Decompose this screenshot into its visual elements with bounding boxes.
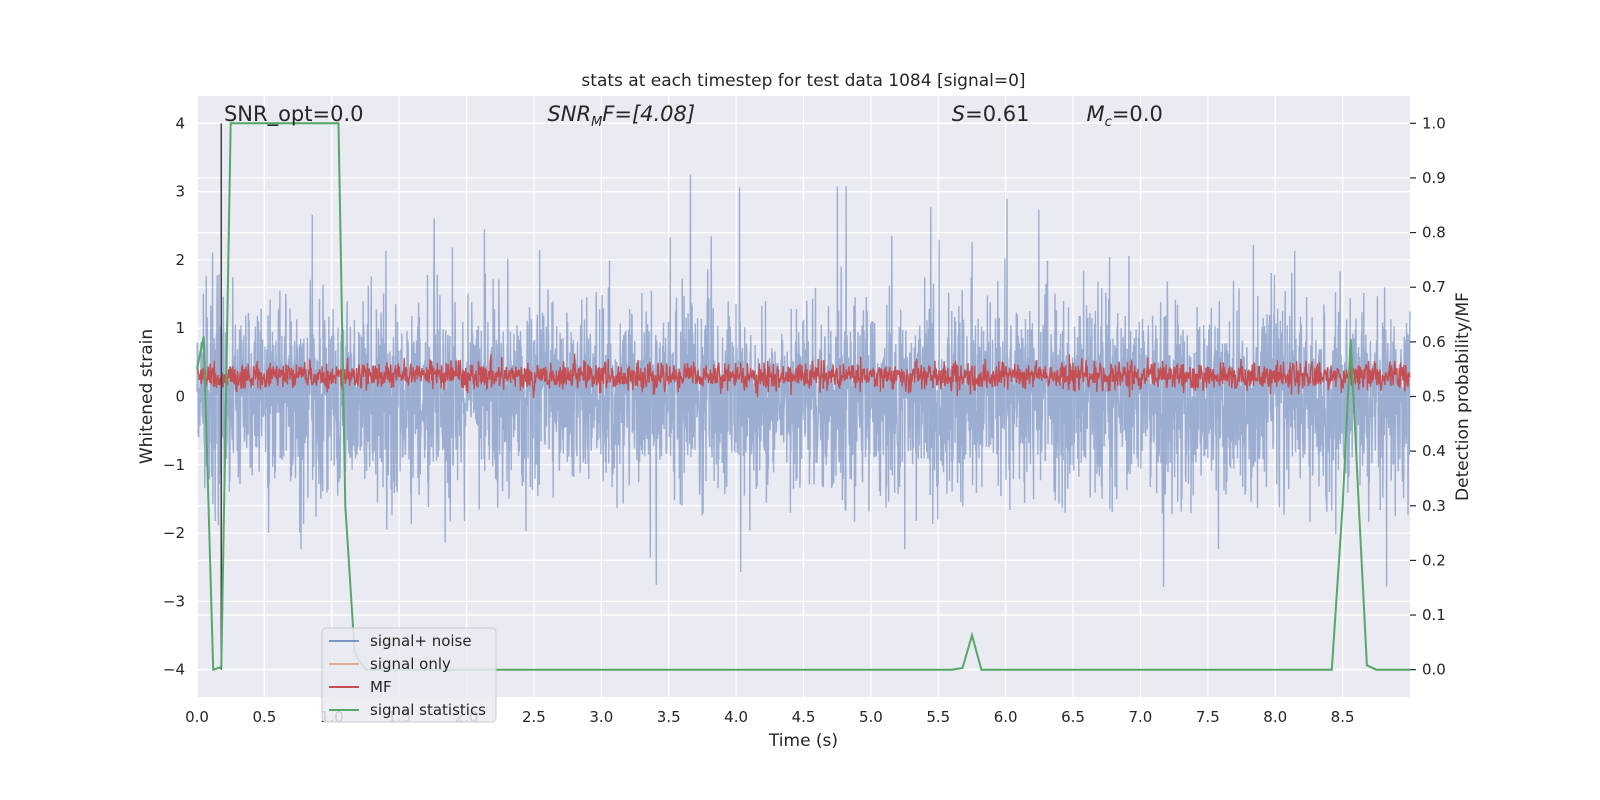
legend-label: signal statistics [370,701,486,719]
x-tick-label: 8.0 [1263,708,1287,726]
legend-label: signal only [370,655,451,673]
x-tick-label: 5.0 [859,708,883,726]
snr-mf-base: SNR [547,102,591,126]
mc-sub: c [1105,115,1112,130]
y-right-tick-label: 0.7 [1422,278,1446,296]
snr-mf-rest: F=[4.08] [602,102,695,126]
snr-opt-annotation: SNR_opt=0.0 [224,102,364,127]
mc-annotation: Mc=0.0 [1087,102,1163,130]
y-right-tick-label: 0.1 [1422,606,1446,624]
y-right-tick-label: 0.2 [1422,551,1446,569]
y-left-tick-label: 4 [175,114,185,132]
left-y-axis-ticks: −4 −3 −2 −1 0 1 2 3 4 [163,114,185,678]
x-tick-label: 8.5 [1331,708,1355,726]
right-y-axis-ticks: 0.0 0.1 0.2 0.3 0.4 0.5 0.6 0.7 0.8 0.9 1.0 [1410,114,1446,679]
snr-mf-sub: M [591,115,602,130]
y-left-tick-label: 1 [175,319,185,337]
s-annotation: S=0.61 [952,102,1030,126]
y-right-tick-label: 0.4 [1422,442,1446,460]
legend-label: signal+ noise [370,632,472,650]
annotations: SNR_opt=0.0 SNRMF=[4.08] S=0.61 Mc=0.0 [224,102,1163,130]
x-tick-label: 7.0 [1129,708,1153,726]
y-right-tick-label: 0.9 [1422,169,1446,187]
x-tick-label: 0.5 [252,708,276,726]
legend-box [321,627,497,723]
s-rest: =0.61 [965,102,1029,126]
mc-rest: =0.0 [1112,102,1163,126]
y-left-tick-label: 0 [175,388,185,406]
y-right-tick-label: 0.0 [1422,661,1446,679]
snr-mf-annotation: SNRMF=[4.08] [547,102,695,130]
right-y-axis-label: Detection probability/MF [1453,292,1473,501]
left-y-axis-label: Whitened strain [137,329,157,464]
x-tick-label: 3.0 [589,708,613,726]
mc-base: M [1087,102,1105,126]
y-left-tick-label: −4 [163,661,185,679]
x-tick-label: 2.5 [522,708,546,726]
legend-label: MF [370,678,392,696]
x-tick-label: 7.5 [1196,708,1220,726]
x-tick-label: 4.5 [792,708,816,726]
x-tick-label: 6.0 [994,708,1018,726]
x-tick-label: 4.0 [724,708,748,726]
x-axis-label: Time (s) [768,731,838,751]
y-left-tick-label: 2 [175,251,185,269]
y-left-tick-label: −3 [163,592,185,610]
x-tick-label: 6.5 [1061,708,1085,726]
plot-area: SNR_opt=0.0 SNRMF=[4.08] S=0.61 Mc=0.0 [196,96,1411,697]
x-tick-label: 0.0 [185,708,209,726]
x-tick-label: 5.5 [926,708,950,726]
y-right-tick-label: 0.6 [1422,333,1446,351]
y-right-tick-label: 0.8 [1422,224,1446,242]
series-signal-statistics-line [196,122,1410,672]
y-left-tick-label: −2 [163,524,185,542]
y-right-tick-label: 1.0 [1422,114,1446,132]
series-mf-line [196,353,1411,398]
legend: signal+ noise signal only MF signal statist… [321,627,497,723]
y-left-tick-label: −1 [163,456,185,474]
y-left-tick-label: 3 [175,183,185,201]
s-base: S [952,102,965,126]
y-right-tick-label: 0.3 [1422,497,1446,515]
chart-title: stats at each timestep for test data 108… [581,71,1025,91]
y-right-tick-label: 0.5 [1422,388,1446,406]
series-layer [196,122,1411,672]
x-tick-label: 3.5 [657,708,681,726]
